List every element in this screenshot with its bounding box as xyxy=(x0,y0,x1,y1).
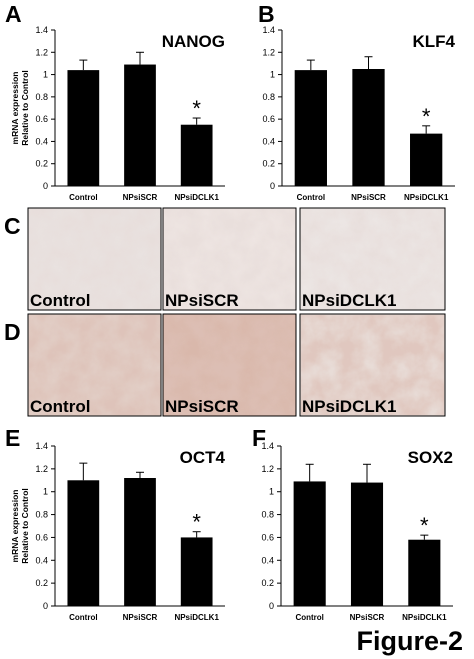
y-axis-label: Relative to Control xyxy=(20,488,30,564)
y-axis-label: Relative to Control xyxy=(20,70,30,146)
figure-label: Figure-2 xyxy=(356,626,463,656)
bar xyxy=(293,481,326,606)
image-caption: NPsiDCLK1 xyxy=(302,291,396,310)
micrograph-texture xyxy=(301,209,444,309)
y-tick-label: 1.2 xyxy=(35,464,48,474)
chart-title: OCT4 xyxy=(180,448,226,467)
significance-mark: * xyxy=(192,96,201,121)
significance-mark: * xyxy=(192,510,201,535)
panel-letter: F xyxy=(252,425,266,451)
y-tick-label: 0.4 xyxy=(262,136,275,146)
y-axis-label: mRNA expression xyxy=(10,490,20,563)
micrograph-texture xyxy=(301,315,444,415)
y-tick-label: 1 xyxy=(270,70,275,80)
panel-letter: C xyxy=(4,213,21,239)
y-tick-label: 1.4 xyxy=(261,441,274,451)
x-tick-label: NPsiDCLK1 xyxy=(174,613,219,622)
micrograph-texture xyxy=(164,315,295,415)
bar xyxy=(294,70,327,186)
x-tick-label: NPsiSCR xyxy=(350,613,385,622)
y-tick-label: 0.2 xyxy=(35,159,48,169)
y-tick-label: 0.6 xyxy=(35,532,48,542)
x-tick-label: NPsiDCLK1 xyxy=(174,193,219,202)
bar xyxy=(67,70,100,186)
bar xyxy=(352,69,385,186)
y-tick-label: 0.6 xyxy=(35,114,48,124)
y-tick-label: 0.2 xyxy=(261,578,274,588)
micrograph-texture xyxy=(164,209,295,309)
x-tick-label: NPsiDCLK1 xyxy=(402,613,447,622)
image-caption: NPsiSCR xyxy=(165,291,239,310)
bar xyxy=(350,482,384,606)
panel-letter: D xyxy=(4,319,21,345)
y-tick-label: 0.8 xyxy=(35,92,48,102)
y-tick-label: 0 xyxy=(270,181,275,191)
y-tick-label: 1.4 xyxy=(35,25,48,35)
y-tick-label: 0.6 xyxy=(261,532,274,542)
y-tick-label: 0 xyxy=(269,601,274,611)
y-tick-label: 0.2 xyxy=(35,578,48,588)
significance-mark: * xyxy=(420,513,429,538)
bar xyxy=(410,133,443,186)
x-tick-label: NPsiSCR xyxy=(351,193,386,202)
y-axis-label: mRNA expression xyxy=(10,72,20,145)
significance-mark: * xyxy=(422,104,431,129)
y-tick-label: 0.4 xyxy=(261,555,274,565)
panel-letter: B xyxy=(258,1,275,27)
micrograph-texture xyxy=(29,315,160,415)
y-tick-label: 0.8 xyxy=(262,92,275,102)
x-tick-label: Control xyxy=(69,613,97,622)
image-caption: NPsiSCR xyxy=(165,397,239,416)
panel-letter: A xyxy=(5,1,22,27)
x-tick-label: NPsiSCR xyxy=(123,193,158,202)
bar xyxy=(124,64,156,186)
chart-title: SOX2 xyxy=(408,448,453,467)
y-tick-label: 1 xyxy=(43,70,48,80)
y-tick-label: 1.2 xyxy=(35,47,48,57)
bar xyxy=(124,478,156,606)
y-tick-label: 0 xyxy=(43,601,48,611)
image-caption: Control xyxy=(30,291,90,310)
x-tick-label: NPsiDCLK1 xyxy=(404,193,449,202)
y-tick-label: 0.8 xyxy=(261,510,274,520)
chart-title: KLF4 xyxy=(413,32,456,51)
y-tick-label: 1.4 xyxy=(35,441,48,451)
bar xyxy=(67,480,100,606)
y-tick-label: 1.2 xyxy=(262,47,275,57)
image-caption: Control xyxy=(30,397,90,416)
chart-title: NANOG xyxy=(162,32,225,51)
y-tick-label: 0.6 xyxy=(262,114,275,124)
bar xyxy=(408,539,441,606)
panel-letter: E xyxy=(5,425,20,451)
y-tick-label: 1.2 xyxy=(261,464,274,474)
micrograph-texture xyxy=(29,209,160,309)
image-caption: NPsiDCLK1 xyxy=(302,397,396,416)
y-tick-label: 1 xyxy=(269,487,274,497)
y-tick-label: 0 xyxy=(43,181,48,191)
y-tick-label: 1 xyxy=(43,487,48,497)
y-tick-label: 0.2 xyxy=(262,159,275,169)
y-tick-label: 0.4 xyxy=(35,136,48,146)
bar xyxy=(180,537,213,606)
x-tick-label: Control xyxy=(297,193,325,202)
x-tick-label: Control xyxy=(69,193,97,202)
y-tick-label: 1.4 xyxy=(262,25,275,35)
y-tick-label: 0.8 xyxy=(35,510,48,520)
x-tick-label: NPsiSCR xyxy=(123,613,158,622)
x-tick-label: Control xyxy=(295,613,323,622)
bar xyxy=(180,124,213,186)
y-tick-label: 0.4 xyxy=(35,555,48,565)
